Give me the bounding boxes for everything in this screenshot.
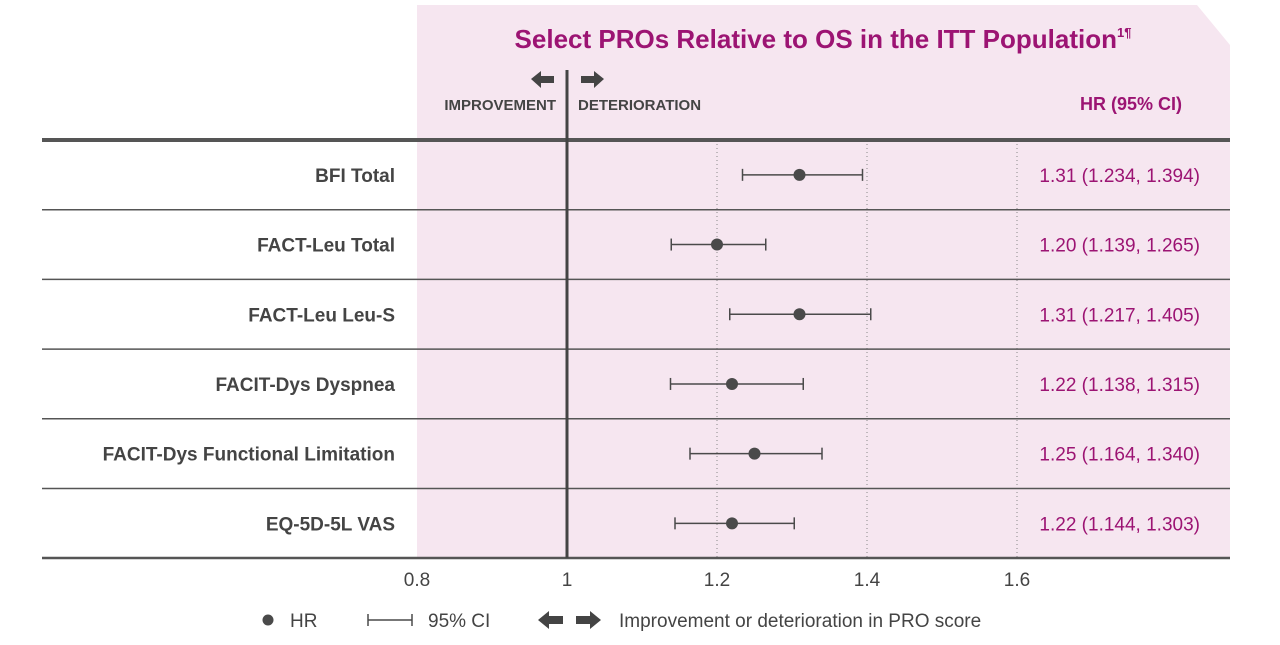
x-tick-label: 1.4	[854, 570, 881, 591]
hr-ci-value: 1.31 (1.234, 1.394)	[1039, 166, 1200, 187]
legend: HR 95% CI Improvement or deterioration i…	[262, 611, 981, 632]
hr-ci-value: 1.22 (1.144, 1.303)	[1039, 514, 1200, 535]
hr-point	[793, 308, 806, 321]
x-tick-label: 0.8	[404, 570, 430, 591]
hr-column-header: HR (95% CI)	[1080, 94, 1182, 114]
forest-row: BFI Total 1.31 (1.234, 1.394)	[315, 166, 1200, 187]
legend-hr-label: HR	[290, 611, 317, 632]
hr-ci-value: 1.31 (1.217, 1.405)	[1039, 305, 1200, 326]
hr-ci-value: 1.25 (1.164, 1.340)	[1039, 445, 1200, 466]
x-tick-label: 1.2	[704, 570, 730, 591]
row-label: FACIT-Dys Dyspnea	[216, 375, 396, 396]
legend-arrows-label: Improvement or deterioration in PRO scor…	[619, 611, 981, 632]
legend-ci-marker	[367, 614, 413, 626]
direction-arrows	[531, 71, 604, 88]
hr-point	[793, 168, 806, 181]
hr-ci-value: 1.22 (1.138, 1.315)	[1039, 375, 1200, 396]
x-tick-label: 1	[562, 570, 573, 591]
forest-row: FACIT-Dys Dyspnea 1.22 (1.138, 1.315)	[42, 348, 1230, 396]
title-superscript: 1¶	[1117, 25, 1131, 40]
hr-point	[726, 517, 738, 530]
forest-row: FACIT-Dys Functional Limitation 1.25 (1.1…	[42, 418, 1230, 466]
legend-hr-marker	[262, 614, 274, 626]
legend-arrow-left-icon	[538, 611, 563, 629]
hr-point	[726, 377, 738, 390]
hr-point	[748, 447, 761, 460]
row-label: FACIT-Dys Functional Limitation	[103, 445, 395, 466]
arrow-right-icon	[581, 71, 604, 88]
legend-ci-label: 95% CI	[428, 611, 490, 632]
row-label: FACT-Leu Leu-S	[248, 305, 395, 326]
x-tick-label: 1.6	[1004, 570, 1030, 591]
forest-row: EQ-5D-5L VAS 1.22 (1.144, 1.303)	[42, 487, 1230, 535]
row-label: FACT-Leu Total	[257, 236, 395, 257]
forest-row: FACT-Leu Leu-S 1.31 (1.217, 1.405)	[42, 278, 1230, 326]
hr-ci-value: 1.20 (1.139, 1.265)	[1039, 236, 1200, 257]
plot-panel-background	[417, 5, 1230, 558]
row-label: EQ-5D-5L VAS	[266, 514, 395, 535]
arrow-left-icon	[531, 71, 554, 88]
forest-row: FACT-Leu Total 1.20 (1.139, 1.265)	[42, 208, 1230, 257]
deterioration-label: DETERIORATION	[578, 97, 701, 114]
row-label: BFI Total	[315, 166, 395, 187]
improvement-label: IMPROVEMENT	[444, 97, 556, 114]
chart-title: Select PROs Relative to OS in the ITT Po…	[515, 24, 1132, 54]
hr-point	[711, 238, 723, 251]
legend-arrow-right-icon	[576, 611, 601, 629]
